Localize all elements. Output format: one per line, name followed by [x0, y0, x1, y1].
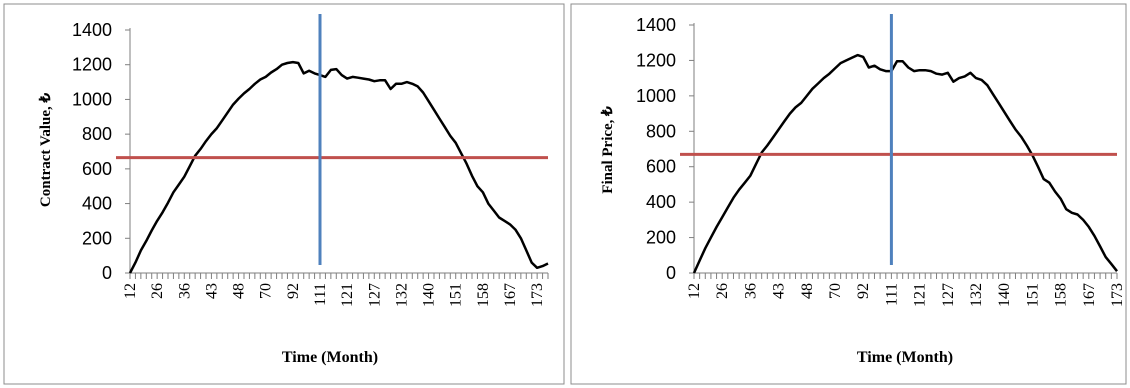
x-tick-label: 48: [231, 283, 248, 299]
chart-frame: [570, 3, 1127, 385]
x-tick-label: 151: [448, 283, 465, 307]
y-tick-label: 400: [646, 192, 676, 212]
y-tick-label: 400: [82, 194, 112, 214]
x-tick-label: 111: [312, 283, 329, 306]
x-tick-label: 127: [366, 283, 383, 307]
y-tick-label: 0: [102, 263, 112, 283]
x-tick-label: 127: [940, 283, 957, 307]
chart-frame: [3, 3, 565, 385]
x-tick-label: 132: [393, 283, 410, 307]
x-tick-label: 158: [1053, 283, 1070, 307]
x-tick-label: 70: [827, 283, 844, 299]
x-tick-label: 158: [475, 283, 492, 307]
x-tick-label: 151: [1024, 283, 1041, 307]
y-axis-label: Final Price, ₺: [600, 106, 616, 194]
x-tick-label: 132: [968, 283, 985, 307]
x-tick-label: 36: [742, 283, 759, 299]
y-tick-label: 800: [82, 124, 112, 144]
x-tick-label: 173: [1109, 283, 1126, 307]
series-line: [128, 60, 549, 274]
x-tick-label: 92: [855, 283, 872, 299]
chart-panel-contract-value: Contract Value, ₺ Time (Month) 0 200 400 60…: [3, 3, 565, 385]
series-line: [692, 53, 1118, 274]
y-tick-label: 1400: [636, 15, 676, 35]
y-tick-label: 1200: [636, 50, 676, 70]
y-tick-label: 1000: [636, 86, 676, 106]
x-tick-label: 36: [176, 283, 193, 299]
x-axis-label: Time (Month): [282, 349, 378, 366]
chart-panel-final-price: Final Price, ₺ Time (Month) 0 200 400 600 80…: [570, 3, 1127, 385]
y-tick-label: 0: [666, 263, 676, 283]
y-tick-label: 1200: [72, 55, 112, 75]
x-tick-label: 26: [149, 283, 166, 299]
y-tick-label: 800: [646, 121, 676, 141]
y-axis-label: Contract Value, ₺: [38, 92, 54, 207]
y-tick-label: 1400: [72, 20, 112, 40]
y-tick-label: 1000: [72, 89, 112, 109]
x-tick-label: 70: [258, 283, 275, 299]
x-tick-label: 48: [799, 283, 816, 299]
x-axis-label: Time (Month): [857, 349, 953, 366]
x-tick-label: 167: [502, 283, 519, 307]
x-tick-label: 173: [529, 283, 546, 307]
x-tick-label: 43: [203, 283, 220, 299]
x-tick-label: 121: [912, 283, 929, 307]
x-tick-label: 140: [421, 283, 438, 307]
x-tick-label: 12: [686, 283, 703, 299]
x-tick-label: 12: [122, 283, 139, 299]
x-tick-label: 92: [285, 283, 302, 299]
x-tick-label: 43: [771, 283, 788, 299]
y-tick-label: 200: [646, 228, 676, 248]
x-tick-label: 140: [996, 283, 1013, 307]
y-tick-label: 200: [82, 228, 112, 248]
x-tick-label: 121: [339, 283, 356, 307]
x-tick-label: 111: [883, 283, 900, 306]
x-tick-label: 26: [714, 283, 731, 299]
y-tick-label: 600: [646, 157, 676, 177]
x-tick-label: 167: [1081, 283, 1098, 307]
y-tick-label: 600: [82, 159, 112, 179]
